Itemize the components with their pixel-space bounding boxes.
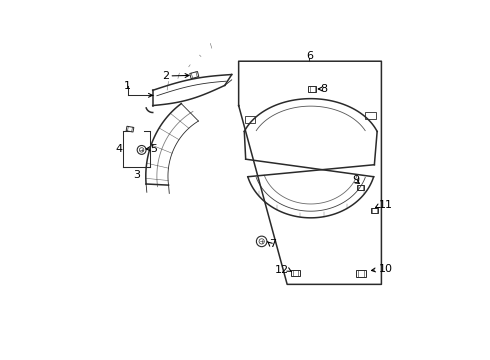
Text: 12: 12 (274, 265, 289, 275)
Text: 7: 7 (269, 239, 276, 249)
Text: 2: 2 (162, 71, 169, 81)
Text: 10: 10 (379, 264, 392, 274)
Text: 9: 9 (352, 175, 360, 185)
Text: 6: 6 (306, 51, 313, 61)
Text: 4: 4 (115, 144, 122, 153)
Bar (245, 117, 255, 123)
Text: 1: 1 (124, 81, 131, 91)
Text: 5: 5 (150, 144, 157, 153)
Text: 8: 8 (320, 84, 327, 94)
Text: 11: 11 (379, 201, 393, 210)
Bar (365, 112, 376, 120)
Text: 3: 3 (133, 170, 140, 180)
